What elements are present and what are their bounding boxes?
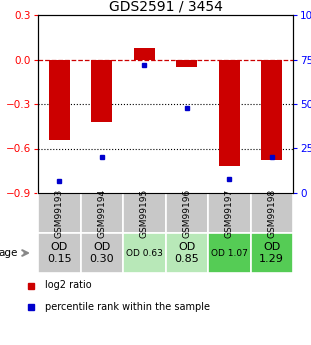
Bar [134,48,155,59]
Text: OD 0.63: OD 0.63 [126,248,163,257]
Bar [81,193,123,233]
Bar [219,59,240,166]
Bar [208,193,250,233]
Bar [123,193,165,233]
Bar [38,233,81,273]
Text: percentile rank within the sample: percentile rank within the sample [45,302,210,312]
Text: OD
0.30: OD 0.30 [90,242,114,264]
Text: age: age [0,248,18,258]
Title: GDS2591 / 3454: GDS2591 / 3454 [109,0,222,14]
Text: GSM99197: GSM99197 [225,188,234,238]
Bar [81,233,123,273]
Bar [123,233,165,273]
Bar [250,193,293,233]
Bar [176,59,197,67]
Text: GSM99196: GSM99196 [182,188,191,238]
Text: OD
0.85: OD 0.85 [174,242,199,264]
Bar [91,59,112,122]
Bar [165,193,208,233]
Bar [165,233,208,273]
Text: log2 ratio: log2 ratio [45,280,92,290]
Bar [208,233,250,273]
Bar [38,193,81,233]
Text: GSM99193: GSM99193 [55,188,64,238]
Text: GSM99195: GSM99195 [140,188,149,238]
Bar [261,59,282,160]
Text: OD
1.29: OD 1.29 [259,242,284,264]
Bar [250,233,293,273]
Text: OD 1.07: OD 1.07 [211,248,248,257]
Bar [49,59,70,140]
Text: GSM99194: GSM99194 [97,188,106,238]
Text: GSM99198: GSM99198 [267,188,276,238]
Text: OD
0.15: OD 0.15 [47,242,72,264]
